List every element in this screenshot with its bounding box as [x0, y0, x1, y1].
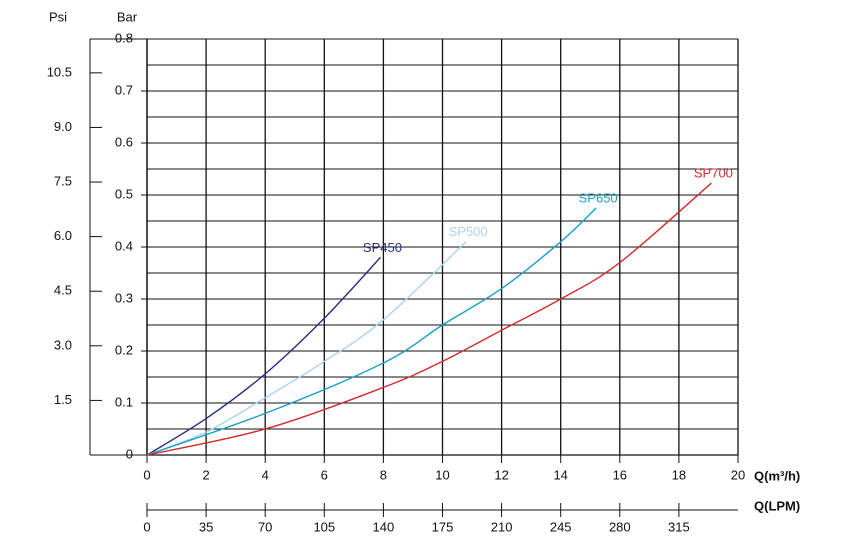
curve — [146, 207, 597, 456]
x-tick-label: 2 — [202, 467, 209, 482]
x-tick-label: 14 — [553, 467, 567, 482]
x-tick-label: 4 — [262, 467, 269, 482]
x2-tick-label: 210 — [491, 519, 513, 534]
x2-tick-label: 35 — [199, 519, 213, 534]
x-tick-label: 20 — [731, 467, 745, 482]
x2-tick-label: 245 — [550, 519, 572, 534]
curve — [146, 256, 381, 456]
x-tick-label: 8 — [380, 467, 387, 482]
y-tick-label: 0.4 — [115, 238, 133, 253]
y-tick-label: 0.6 — [115, 134, 133, 149]
y2-axis-label: Psi — [49, 9, 67, 24]
y2-tick-label: 1.5 — [54, 392, 72, 407]
x2-tick-label: 70 — [258, 519, 272, 534]
x2-tick-label: 280 — [609, 519, 631, 534]
x2-tick-label: 0 — [143, 519, 150, 534]
curve-label: SP650 — [579, 190, 618, 205]
x2-tick-label: 105 — [313, 519, 335, 534]
y2-tick-label: 4.5 — [54, 283, 72, 298]
x-tick-label: 16 — [613, 467, 627, 482]
y-tick-label: 0.2 — [115, 342, 133, 357]
x-tick-label: 12 — [494, 467, 508, 482]
x-tick-label: 10 — [435, 467, 449, 482]
y-tick-label: 0.7 — [115, 82, 133, 97]
x-axis-label: Q(m³/h) — [754, 468, 800, 483]
y2-tick-label: 9.0 — [54, 119, 72, 134]
x-tick-label: 6 — [321, 467, 328, 482]
x-tick-label: 0 — [143, 467, 150, 482]
y-axis-label: Bar — [117, 9, 138, 24]
y-tick-label: 0.8 — [115, 30, 133, 45]
y-tick-label: 0.1 — [115, 394, 133, 409]
curve — [146, 182, 712, 456]
y-tick-label: 0.5 — [115, 186, 133, 201]
curve-label: SP700 — [694, 165, 733, 180]
curve — [146, 241, 467, 456]
y2-tick-label: 10.5 — [47, 64, 72, 79]
y2-tick-label: 6.0 — [54, 228, 72, 243]
y2-tick-label: 7.5 — [54, 173, 72, 188]
x-tick-label: 18 — [672, 467, 686, 482]
x2-tick-label: 140 — [373, 519, 395, 534]
x2-tick-label: 315 — [668, 519, 690, 534]
y-tick-label: 0 — [126, 446, 133, 461]
y2-tick-label: 3.0 — [54, 337, 72, 352]
curve-label: SP450 — [363, 240, 402, 255]
y-tick-label: 0.3 — [115, 290, 133, 305]
curve-label: SP500 — [449, 224, 488, 239]
x2-axis-label: Q(LPM) — [754, 498, 800, 513]
x2-tick-label: 175 — [432, 519, 454, 534]
